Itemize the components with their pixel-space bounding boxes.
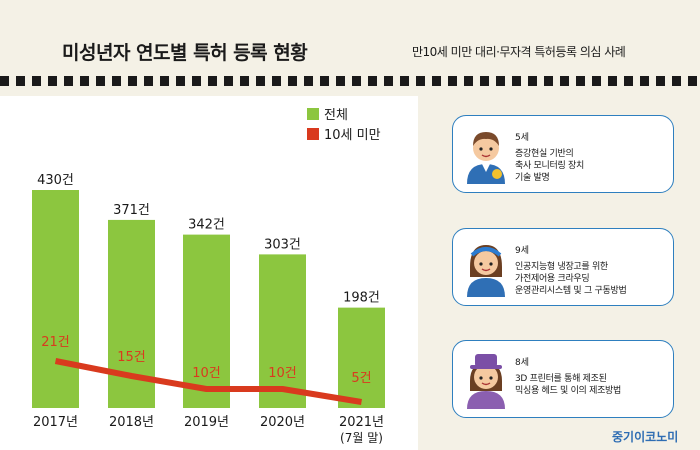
line-value-label: 15건 bbox=[117, 350, 146, 365]
chart-panel: 430건 2017년 371건 2018년 342건 2019년 303건 2020년 198건… bbox=[0, 96, 418, 450]
bar-value-label: 198건 bbox=[343, 291, 380, 306]
legend-label: 전체 bbox=[324, 108, 348, 123]
legend-label: 10세 미만 bbox=[324, 128, 381, 143]
card-text-line: 3D 프린터를 통해 제조된 bbox=[515, 374, 607, 384]
bar-value-label: 371건 bbox=[113, 203, 150, 218]
card-age: 8세 bbox=[515, 358, 530, 368]
card-text-line: 축사 모니터링 장치 bbox=[515, 161, 584, 171]
card-text-line: 기술 발명 bbox=[515, 173, 550, 183]
card-text-line: 운영관리시스템 및 그 구동방법 bbox=[515, 286, 627, 296]
x-tick-note: (7월 말) bbox=[340, 431, 383, 445]
card-text-line: 믹싱용 헤드 및 이의 제조방법 bbox=[515, 386, 622, 396]
x-tick-label: 2018년 bbox=[109, 415, 154, 430]
bar-value-label: 303건 bbox=[264, 237, 301, 252]
card-text-line: 증강현실 기반의 bbox=[515, 149, 574, 159]
bar-4 bbox=[259, 254, 306, 408]
bar-1 bbox=[32, 190, 79, 408]
bar-value-label: 430건 bbox=[37, 173, 74, 188]
bar-3 bbox=[183, 234, 230, 408]
brand-logo: 중기이코노미 bbox=[612, 430, 679, 444]
girl-hat-icon bbox=[461, 349, 511, 409]
dashed-divider bbox=[0, 76, 700, 86]
legend-swatch bbox=[307, 128, 319, 140]
line-value-label: 5건 bbox=[351, 371, 371, 386]
card-age: 5세 bbox=[515, 133, 530, 143]
x-tick-label: 2020년 bbox=[260, 415, 305, 430]
card-age: 9세 bbox=[515, 246, 530, 256]
card-text-line: 인공지능형 냉장고를 위한 bbox=[515, 262, 608, 272]
card-text-line: 가전제어용 크라우딩 bbox=[515, 274, 590, 284]
bar-5 bbox=[338, 307, 385, 408]
girl-headband-icon bbox=[461, 237, 511, 297]
line-value-label: 10건 bbox=[192, 366, 221, 381]
line-series-under10 bbox=[54, 358, 362, 405]
page-title: 미성년자 연도별 특허 등록 현황 bbox=[62, 42, 308, 64]
bar-line-chart: 430건 2017년 371건 2018년 342건 2019년 303건 2020년 198건… bbox=[32, 108, 385, 445]
x-tick-label: 2021년 bbox=[339, 415, 384, 430]
line-value-label: 10건 bbox=[268, 366, 297, 381]
page-subtitle: 만10세 미만 대리·무자격 특허등록 의심 사례 bbox=[412, 45, 626, 59]
x-tick-label: 2019년 bbox=[184, 415, 229, 430]
bar-value-label: 342건 bbox=[188, 218, 225, 233]
line-value-label: 21건 bbox=[41, 335, 70, 350]
boy-icon bbox=[461, 124, 511, 184]
chart-legend: 전체 10세 미만 bbox=[307, 108, 381, 143]
legend-swatch bbox=[307, 108, 319, 120]
x-tick-label: 2017년 bbox=[33, 415, 78, 430]
